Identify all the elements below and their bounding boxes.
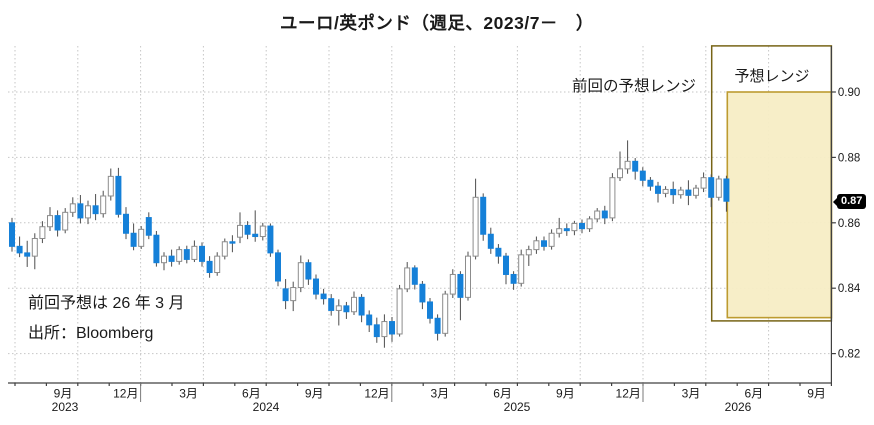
x-tick-label: 9月	[556, 387, 575, 401]
y-tick-label: 0.86	[838, 218, 860, 230]
grid-horizontal	[8, 91, 832, 355]
x-tick-label: 3月	[682, 387, 701, 401]
chart-title: ユーロ/英ポンド（週足、2023/7－ ）	[280, 13, 594, 33]
x-tick-label: 12月	[364, 387, 389, 401]
y-tick-label: 0.82	[838, 349, 860, 361]
previous-forecast-note: 前回予想は 26 年 3 月	[28, 295, 185, 312]
x-tick-label: 6月	[242, 387, 261, 401]
y-tick-label: 0.90	[838, 87, 860, 99]
candlestick-layer	[9, 140, 730, 348]
x-tick-label: 9月	[305, 387, 324, 401]
forecast-range-box	[726, 91, 833, 319]
forecast-range-label: 予想レンジ	[734, 68, 810, 85]
year-label: 2023	[52, 400, 79, 414]
year-label: 2025	[504, 400, 531, 414]
x-tick-label: 12月	[113, 387, 138, 401]
previous-forecast-range-label: 前回の予想レンジ	[571, 78, 696, 95]
y-tick-label: 0.88	[838, 152, 860, 164]
x-tick-label: 6月	[744, 387, 763, 401]
year-separators	[140, 383, 644, 402]
axes	[8, 46, 836, 386]
year-label: 2026	[725, 400, 752, 414]
x-tick-label: 3月	[179, 387, 198, 401]
x-tick-label: 9月	[807, 387, 826, 401]
year-label: 2024	[253, 400, 280, 414]
x-tick-label: 12月	[616, 387, 641, 401]
current-price-badge: 0.87	[832, 194, 867, 209]
x-tick-label: 3月	[430, 387, 449, 401]
x-tick-label: 6月	[493, 387, 512, 401]
y-tick-label: 0.84	[838, 283, 861, 295]
x-tick-label: 9月	[54, 387, 73, 401]
source-note: 出所：Bloomberg	[28, 325, 154, 342]
